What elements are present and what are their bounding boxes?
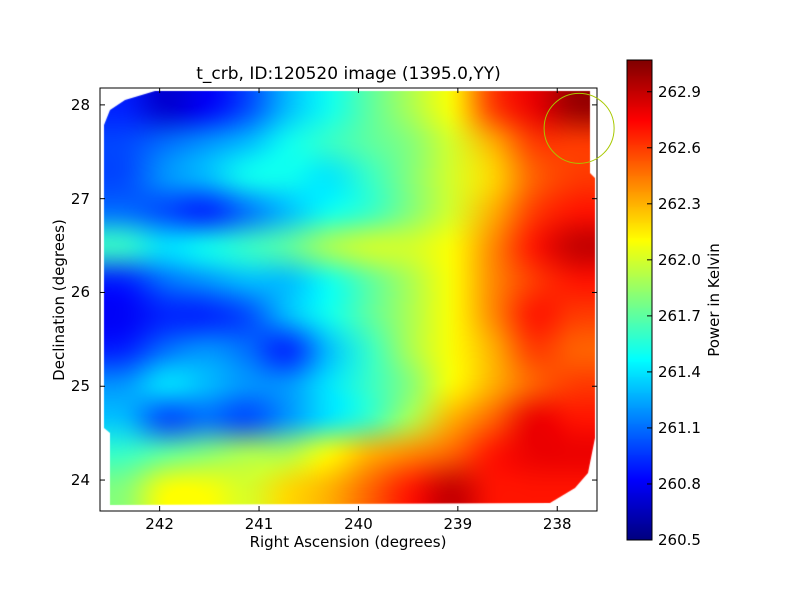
colorbar-tick-label: 262.3: [658, 194, 701, 213]
colorbar-tick-label: 262.9: [658, 82, 701, 101]
colorbar-frame: [626, 59, 653, 541]
y-axis-label: Declination (degrees): [50, 219, 68, 381]
x-tick-label: 238: [542, 515, 572, 533]
colorbar-tick-label: 260.8: [658, 474, 701, 493]
y-tick-label: 26: [70, 283, 90, 302]
x-tick-label: 242: [145, 515, 174, 533]
x-tick-label: 241: [244, 515, 274, 533]
y-tick-label: 27: [70, 189, 90, 208]
source-marker-circle: [543, 92, 615, 164]
chart-title: t_crb, ID:120520 image (1395.0,YY): [196, 64, 501, 84]
x-tick-label: 240: [344, 515, 373, 533]
colorbar-label: Power in Kelvin: [705, 243, 723, 357]
y-tick-label: 25: [70, 377, 90, 396]
heatmap-image: [100, 88, 597, 511]
axes-frame: [99, 87, 598, 512]
colorbar-tick-label: 261.7: [658, 306, 701, 325]
colorbar-tick-label: 262.0: [658, 250, 701, 269]
y-tick-label: 28: [70, 95, 90, 114]
y-tick-label: 24: [70, 471, 90, 490]
x-axis-label: Right Ascension (degrees): [249, 533, 447, 551]
colorbar-tick-label: 261.4: [658, 362, 701, 381]
colorbar-tick-label: 261.1: [658, 418, 701, 437]
colorbar-tick-label: 260.5: [658, 531, 701, 549]
x-tick-label: 239: [443, 515, 473, 533]
colorbar-gradient: [627, 60, 652, 540]
colorbar-tick-label: 262.6: [658, 138, 701, 157]
